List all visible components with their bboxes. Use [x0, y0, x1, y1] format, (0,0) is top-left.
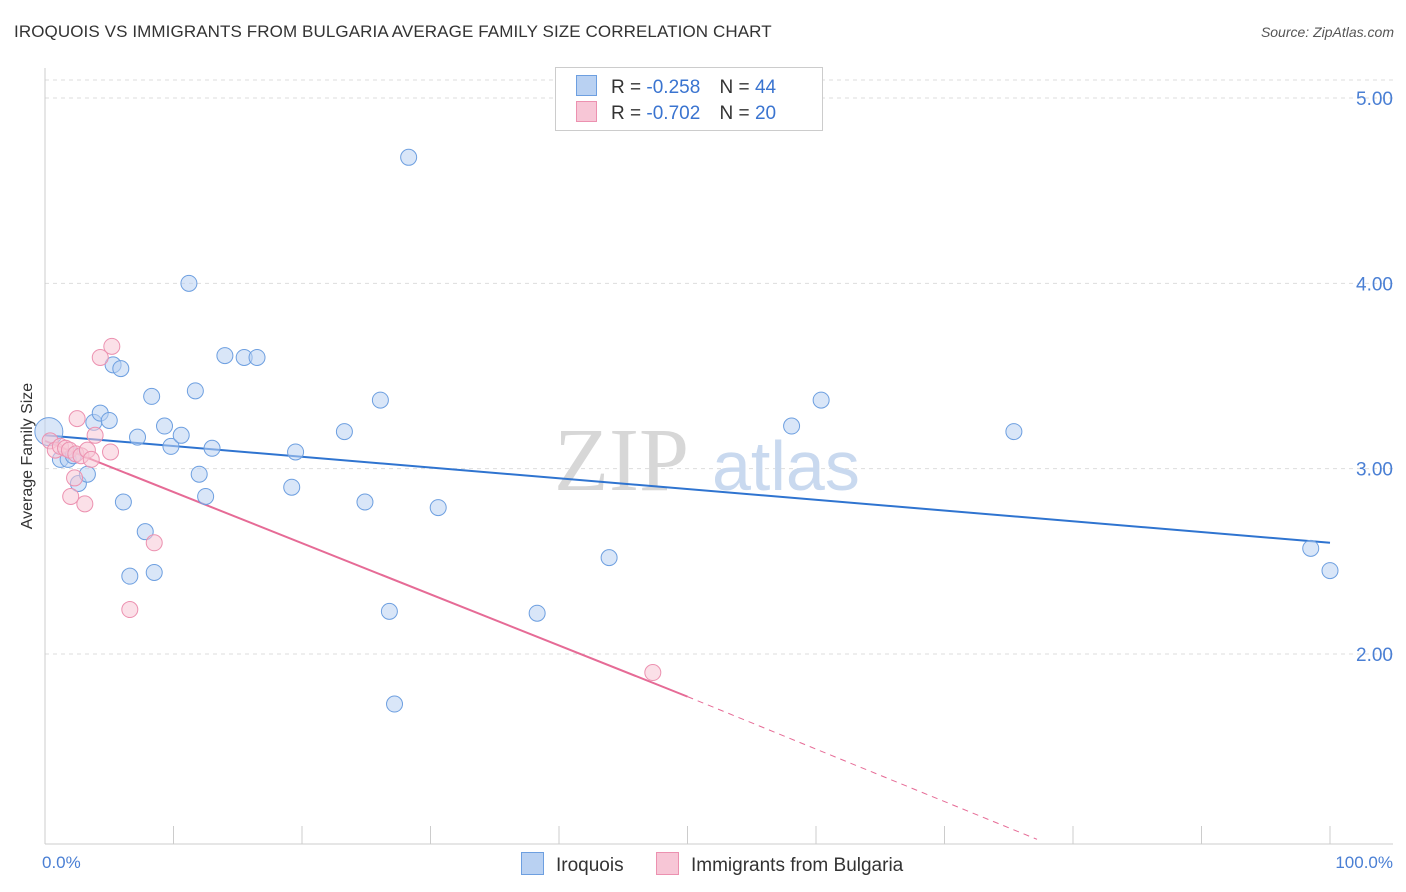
point-iroquois: [400, 148, 418, 166]
point-iroquois: [600, 549, 618, 567]
axes: [44, 68, 1393, 845]
point-iroquois: [129, 428, 147, 446]
iroquois-swatch: [521, 852, 544, 875]
point-iroquois: [114, 493, 132, 511]
point-bulgaria: [86, 426, 104, 444]
point-bulgaria: [82, 450, 100, 468]
source-credit: Source: ZipAtlas.com: [1260, 24, 1394, 40]
grid-lines: [45, 79, 1393, 655]
x-tick-label-min: 0.0%: [42, 853, 81, 872]
point-iroquois: [429, 499, 447, 517]
point-bulgaria: [62, 487, 80, 505]
point-iroquois: [143, 387, 161, 405]
trend-line-bulgaria: [44, 439, 688, 698]
trend-line-bulgaria-extension: [687, 696, 1038, 840]
stats-legend: R = -0.258 N = 44 R = -0.702 N = 20: [555, 67, 823, 131]
watermark: ZIP atlas: [554, 411, 860, 510]
point-iroquois: [356, 493, 374, 511]
point-iroquois: [197, 487, 215, 505]
tick-labels: 2.00 3.00 4.00 5.00 0.0% 100.0%: [42, 89, 1393, 872]
point-iroquois: [812, 391, 830, 409]
legend-label-bulgaria: Immigrants from Bulgaria: [691, 855, 904, 876]
bulgaria-swatch: [656, 852, 679, 875]
point-iroquois: [136, 523, 154, 541]
point-iroquois: [1321, 562, 1339, 580]
point-bulgaria: [76, 495, 94, 513]
n-value: 20: [754, 103, 777, 124]
data-points: [34, 148, 1339, 713]
point-bulgaria: [66, 469, 84, 487]
iroquois-swatch: [576, 75, 597, 96]
r-value: -0.258: [646, 77, 701, 98]
point-bulgaria: [145, 534, 163, 552]
point-bulgaria: [103, 337, 121, 355]
point-iroquois: [528, 604, 546, 622]
y-tick-label: 3.00: [1356, 460, 1393, 481]
legend-row-iroquois: R = -0.258 N = 44: [576, 75, 776, 101]
point-iroquois: [1302, 539, 1320, 557]
trend-line-iroquois: [44, 434, 1331, 544]
r-label: R =: [611, 103, 642, 124]
point-iroquois: [121, 567, 139, 585]
point-iroquois: [190, 465, 208, 483]
point-iroquois: [335, 423, 353, 441]
point-bulgaria: [102, 443, 120, 461]
point-iroquois: [248, 348, 266, 366]
point-iroquois: [371, 391, 389, 409]
n-label: N =: [719, 103, 750, 124]
point-bulgaria: [644, 664, 662, 682]
n-value: 44: [754, 77, 777, 98]
point-iroquois: [112, 360, 130, 378]
point-bulgaria: [91, 348, 109, 366]
y-tick-label: 5.00: [1356, 89, 1393, 110]
point-iroquois: [283, 478, 301, 496]
chart-title: IROQUOIS VS IMMIGRANTS FROM BULGARIA AVE…: [14, 22, 772, 41]
point-iroquois: [287, 443, 305, 461]
point-iroquois: [100, 411, 118, 429]
watermark-zip: ZIP: [554, 411, 689, 510]
point-iroquois: [1005, 423, 1023, 441]
x-tick-label-max: 100.0%: [1335, 853, 1393, 872]
n-label: N =: [719, 77, 750, 98]
point-iroquois: [172, 426, 190, 444]
bulgaria-swatch: [576, 101, 597, 122]
point-iroquois: [156, 417, 174, 435]
legend-row-bulgaria: R = -0.702 N = 20: [576, 101, 776, 127]
r-value: -0.702: [646, 103, 701, 124]
series-legend: Iroquois Immigrants from Bulgaria: [0, 852, 1406, 878]
legend-label-iroquois: Iroquois: [556, 855, 624, 876]
point-iroquois: [216, 347, 234, 365]
point-iroquois: [180, 274, 198, 292]
y-tick-label: 2.00: [1356, 645, 1393, 666]
point-iroquois: [386, 695, 404, 713]
point-bulgaria: [68, 410, 86, 428]
watermark-atlas: atlas: [712, 427, 860, 505]
point-iroquois: [162, 437, 180, 455]
point-bulgaria: [121, 601, 139, 619]
point-iroquois: [783, 417, 801, 435]
r-label: R =: [611, 77, 642, 98]
point-iroquois: [380, 602, 398, 620]
legend-item-bulgaria[interactable]: Immigrants from Bulgaria: [656, 852, 903, 877]
trend-lines: [44, 434, 1331, 840]
point-iroquois: [186, 382, 204, 400]
point-iroquois: [203, 439, 221, 457]
point-iroquois: [145, 563, 163, 581]
y-tick-label: 4.00: [1356, 274, 1393, 295]
legend-item-iroquois[interactable]: Iroquois: [521, 852, 624, 877]
